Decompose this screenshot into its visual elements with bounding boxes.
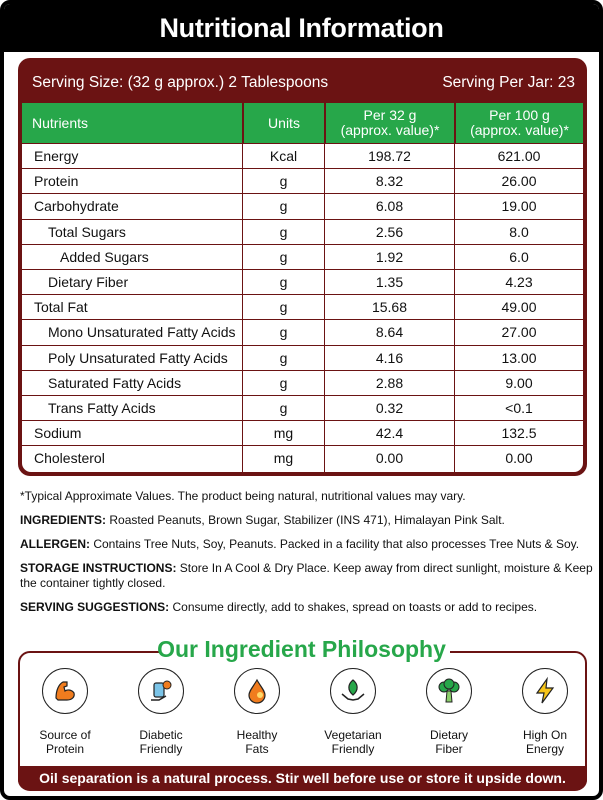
nutrient-name: Mono Unsaturated Fatty Acids (48, 324, 236, 341)
table-row: Trans Fatty Acids g 0.32 <0.1 (22, 396, 583, 422)
header-per-100g: Per 100 g (approx. value)* (454, 103, 583, 143)
value-per-32g: 42.4 (324, 421, 454, 447)
page-title: Nutritional Information (4, 4, 599, 52)
table-row: Saturated Fatty Acids g 2.88 9.00 (22, 370, 583, 396)
philosophy-item: Source of Protein (25, 668, 105, 756)
nutrient-unit: g (242, 320, 324, 346)
glucose-hand-icon (138, 668, 184, 714)
allergen-text: ALLERGEN: Contains Tree Nuts, Soy, Peanu… (20, 537, 580, 551)
value-per-100g: 13.00 (454, 345, 583, 371)
lightning-icon (522, 668, 568, 714)
value-per-100g: 4.23 (454, 270, 583, 296)
value-per-100g: 621.00 (454, 144, 583, 170)
value-per-32g: 15.68 (324, 295, 454, 321)
nutrient-name: Cholesterol (34, 450, 105, 467)
value-per-100g: 8.0 (454, 219, 583, 245)
value-per-100g: 132.5 (454, 421, 583, 447)
muscle-arm-icon (42, 668, 88, 714)
table-row: Total Sugars g 2.56 8.0 (22, 219, 583, 245)
nutrient-unit: g (242, 169, 324, 195)
table-row: Cholesterol mg 0.00 0.00 (22, 446, 583, 472)
table-row: Dietary Fiber g 1.35 4.23 (22, 270, 583, 296)
value-per-100g: 0.00 (454, 446, 583, 472)
nutrient-name: Carbohydrate (34, 198, 119, 215)
storage-text: STORAGE INSTRUCTIONS: Store In A Cool & … (20, 561, 593, 590)
ingredients-text: INGREDIENTS: Roasted Peanuts, Brown Suga… (20, 513, 505, 527)
value-per-100g: 27.00 (454, 320, 583, 346)
table-row: Total Fat g 15.68 49.00 (22, 295, 583, 321)
table-row: Carbohydrate g 6.08 19.00 (22, 194, 583, 220)
label-notes: *Typical Approximate Values. The product… (20, 489, 595, 624)
nutrient-name: Total Fat (34, 299, 88, 316)
table-row: Poly Unsaturated Fatty Acids g 4.16 13.00 (22, 345, 583, 371)
nutrient-name: Trans Fatty Acids (48, 400, 156, 416)
nutrient-name: Added Sugars (60, 248, 149, 265)
nutrient-unit: g (242, 345, 324, 371)
typical-values-note: *Typical Approximate Values. The product… (20, 489, 466, 503)
philosophy-icons: Source of Protein Diabetic Friendly Health… (22, 668, 583, 764)
nutrient-unit: mg (242, 421, 324, 447)
nutrient-unit: g (242, 270, 324, 296)
servings-per-jar: Serving Per Jar: 23 (442, 74, 575, 91)
serving-size: Serving Size: (32 g approx.) 2 Tablespoo… (32, 74, 329, 91)
nutrient-name: Saturated Fatty Acids (48, 374, 182, 391)
nutrient-unit: g (242, 295, 324, 321)
value-per-32g: 1.35 (324, 270, 454, 296)
value-per-100g: 49.00 (454, 295, 583, 321)
table-row: Added Sugars g 1.92 6.0 (22, 244, 583, 270)
value-per-32g: 8.64 (324, 320, 454, 346)
nutrient-name: Protein (34, 173, 79, 190)
nutrient-name: Total Sugars (48, 223, 126, 240)
oil-drop-icon (234, 668, 280, 714)
nutrient-name: Sodium (34, 425, 82, 442)
header-nutrients: Nutrients (32, 114, 89, 131)
philosophy-item: Vegetarian Friendly (313, 668, 393, 756)
philosophy-item: Diabetic Friendly (121, 668, 201, 756)
philosophy-item: High On Energy (505, 668, 585, 756)
value-per-100g: <0.1 (454, 396, 583, 422)
serving-suggestions-text: SERVING SUGGESTIONS: Consume directly, a… (20, 600, 538, 614)
value-per-100g: 26.00 (454, 169, 583, 195)
header-per-32g: Per 32 g (approx. value)* (324, 103, 454, 143)
nutrient-unit: Kcal (242, 144, 324, 170)
value-per-32g: 1.92 (324, 244, 454, 270)
nutrient-unit: g (242, 219, 324, 245)
value-per-32g: 6.08 (324, 194, 454, 220)
broccoli-icon (426, 668, 472, 714)
header-units: Units (242, 103, 324, 143)
philosophy-item: Healthy Fats (217, 668, 297, 756)
nutrient-unit: g (242, 244, 324, 270)
value-per-32g: 8.32 (324, 169, 454, 195)
value-per-32g: 2.88 (324, 370, 454, 396)
nutrition-table: Energy Kcal 198.72 621.00 Protein g 8.32 26.00 C… (22, 144, 583, 472)
nutrient-unit: g (242, 194, 324, 220)
nutrient-name: Poly Unsaturated Fatty Acids (48, 349, 228, 366)
philosophy-title: Our Ingredient Philosophy (157, 636, 446, 662)
value-per-32g: 198.72 (324, 144, 454, 170)
value-per-32g: 4.16 (324, 345, 454, 371)
value-per-32g: 0.32 (324, 396, 454, 422)
nutrition-panel: Serving Size: (32 g approx.) 2 Tablespoo… (18, 58, 587, 476)
leaf-hands-icon (330, 668, 376, 714)
value-per-100g: 6.0 (454, 244, 583, 270)
nutrient-name: Dietary Fiber (48, 274, 129, 290)
nutrient-unit: mg (242, 446, 324, 472)
table-row: Sodium mg 42.4 132.5 (22, 421, 583, 447)
table-row: Mono Unsaturated Fatty Acids g 8.64 27.00 (22, 320, 583, 346)
nutrient-unit: g (242, 370, 324, 396)
value-per-100g: 9.00 (454, 370, 583, 396)
table-row: Energy Kcal 198.72 621.00 (22, 144, 583, 170)
nutrient-name: Energy (34, 148, 79, 164)
serving-info: Serving Size: (32 g approx.) 2 Tablespoo… (18, 68, 587, 98)
nutrient-unit: g (242, 396, 324, 422)
value-per-32g: 0.00 (324, 446, 454, 472)
philosophy-item: Dietary Fiber (409, 668, 489, 756)
value-per-100g: 19.00 (454, 194, 583, 220)
philosophy-panel (18, 649, 587, 791)
table-row: Protein g 8.32 26.00 (22, 169, 583, 195)
oil-separation-banner: Oil separation is a natural process. Sti… (18, 766, 587, 790)
table-header: Nutrients Units Per 32 g (approx. value)*… (22, 103, 583, 143)
value-per-32g: 2.56 (324, 219, 454, 245)
